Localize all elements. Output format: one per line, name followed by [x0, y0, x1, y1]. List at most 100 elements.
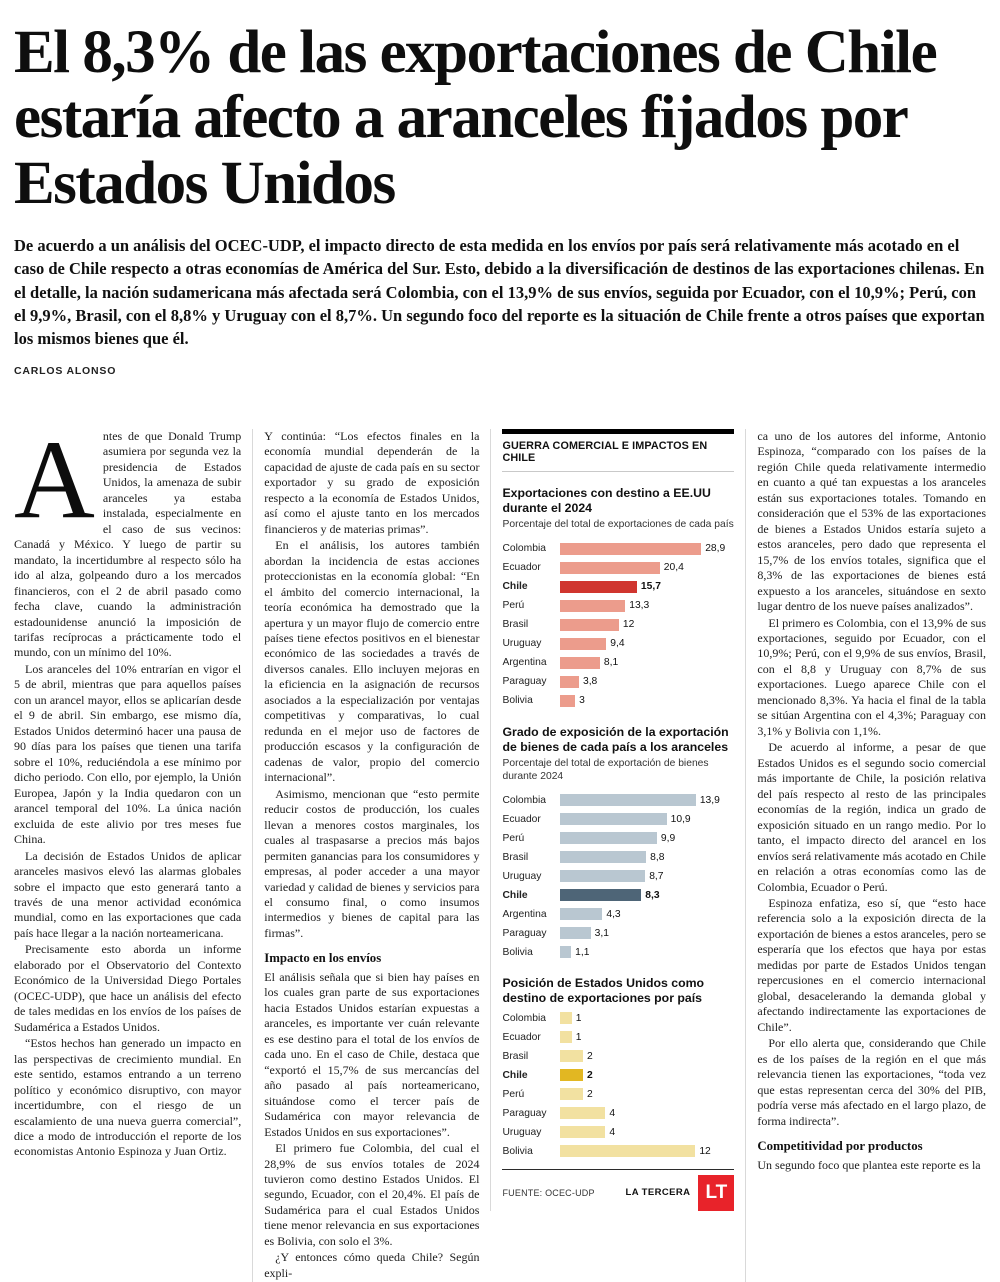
- bar-category-label: Chile: [502, 1069, 528, 1081]
- bar-value: 10,9: [670, 813, 691, 825]
- bar-row: Paraguay 4: [502, 1104, 734, 1122]
- bar-value: 4: [609, 1107, 616, 1119]
- bar: [560, 813, 667, 826]
- bar-track: 12: [560, 1145, 734, 1158]
- bar-value: 8,3: [645, 889, 660, 901]
- bar: [560, 1126, 606, 1139]
- source-label: FUENTE: OCEC-UDP: [502, 1187, 595, 1198]
- bar-value: 3,1: [594, 927, 609, 939]
- bar: [560, 542, 702, 555]
- chart-subtitle: Porcentaje del total de exportaciones de…: [502, 518, 734, 530]
- bar-category-label: Bolivia: [502, 695, 533, 707]
- bar-category-label: Paraguay: [502, 676, 547, 688]
- bar-value: 2: [586, 1088, 593, 1100]
- bar-track: 4: [560, 1126, 734, 1139]
- bar: [560, 908, 603, 921]
- bar-value: 1: [575, 1012, 582, 1024]
- brand-label: LA TERCERA: [625, 1187, 691, 1199]
- bar-category-label: Colombia: [502, 794, 546, 806]
- bar-category-label: Paraguay: [502, 1107, 547, 1119]
- bar-track: 4: [560, 1107, 734, 1120]
- chart-us-destination-rank: Posición de Estados Unidos como destino …: [502, 976, 734, 1161]
- chart-title: Posición de Estados Unidos como destino …: [502, 976, 705, 1006]
- bar: [560, 1012, 572, 1025]
- article-column-3: ca uno de los autores del informe, Anton…: [745, 428, 986, 1282]
- paragraph: “Estos hechos han generado un impacto en…: [14, 1036, 242, 1159]
- bar-row: Bolivia 3: [502, 692, 734, 710]
- bar-track: 8,1: [560, 656, 734, 669]
- infographic-kicker: GUERRA COMERCIAL E IMPACTOS EN CHILE: [502, 428, 735, 472]
- bar: [560, 870, 646, 883]
- bar-track: 20,4: [560, 561, 734, 574]
- bar-category-label: Colombia: [502, 1012, 546, 1024]
- bar-row: Perú 13,3: [502, 597, 734, 615]
- bar-row: Argentina 8,1: [502, 654, 734, 672]
- bar-category-label: Perú: [502, 600, 525, 612]
- bar-value: 8,1: [603, 657, 619, 669]
- bar-category-label: Ecuador: [502, 1031, 541, 1043]
- bar: [560, 1107, 606, 1120]
- bar-value: 15,7: [640, 581, 661, 593]
- bar-row: Brasil 12: [502, 616, 734, 634]
- bar-track: 1: [560, 1012, 734, 1025]
- bar-track: 13,9: [560, 794, 734, 807]
- bar-track: 1,1: [560, 946, 734, 959]
- bar: [560, 637, 607, 650]
- bar-value: 1,1: [575, 946, 590, 958]
- bar-track: 9,4: [560, 637, 734, 650]
- bar: [560, 927, 591, 940]
- page-title: El 8,3% de las exportaciones de Chile es…: [14, 19, 938, 217]
- bar: [560, 832, 657, 845]
- bar-category-label: Argentina: [502, 908, 547, 920]
- bar-row: Ecuador 1: [502, 1028, 734, 1046]
- bar-category-label: Ecuador: [502, 562, 541, 574]
- paragraph: De acuerdo al informe, a pesar de que Es…: [757, 740, 986, 894]
- bar-row: Colombia 13,9: [502, 791, 734, 809]
- bar-category-label: Ecuador: [502, 813, 541, 825]
- paragraph: Un segundo foco que plantea este reporte…: [757, 1157, 981, 1172]
- paragraph: El primero fue Colombia, del cual el 28,…: [264, 1141, 480, 1248]
- chart-title: Grado de exposición de la exportación de…: [502, 724, 729, 754]
- bar-row: Ecuador 10,9: [502, 810, 734, 828]
- bar-category-label: Uruguay: [502, 870, 542, 882]
- bar-category-label: Perú: [502, 1088, 525, 1100]
- bar-row: Uruguay 8,7: [502, 867, 734, 885]
- la-tercera-logo: LT: [698, 1174, 735, 1211]
- bar-row: Perú 2: [502, 1085, 734, 1103]
- bar-row: Paraguay 3,8: [502, 673, 734, 691]
- newspaper-page: El 8,3% de las exportaciones de Chile es…: [14, 19, 986, 1282]
- section-subhead: Impacto en los envíos: [264, 951, 382, 966]
- paragraph: La decisión de Estados Unidos de aplicar…: [14, 848, 242, 940]
- bar-row: Argentina 4,3: [502, 905, 734, 923]
- bar-track: 3: [560, 694, 734, 707]
- bar: [560, 656, 600, 669]
- bar-row: Colombia 28,9: [502, 540, 734, 558]
- bar-track: 8,7: [560, 870, 734, 883]
- paragraph: Por ello alerta que, considerando que Ch…: [757, 1036, 986, 1128]
- bar-row: Uruguay 4: [502, 1123, 734, 1141]
- bar-track: 13,3: [560, 599, 734, 612]
- bar-value: 12: [699, 1145, 711, 1157]
- byline: CARLOS ALONSO: [14, 364, 117, 377]
- bar-track: 2: [560, 1050, 734, 1063]
- bar: [560, 675, 579, 688]
- bar-value: 28,9: [705, 543, 726, 555]
- bar-track: 2: [560, 1069, 734, 1082]
- bar: [560, 1050, 583, 1063]
- bar-track: 15,7: [560, 580, 734, 593]
- bar: [560, 694, 576, 707]
- paragraph: Espinoza enfatiza, eso sí, que “esto hac…: [757, 895, 986, 1034]
- bar-row: Perú 9,9: [502, 829, 734, 847]
- bar: [560, 794, 696, 807]
- bar-row: Chile 2: [502, 1066, 734, 1084]
- bar-value: 1: [575, 1031, 582, 1043]
- bar-chart: Colombia 28,9 Ecuador 20,4 Chile 15,7 Perú 13,3…: [502, 540, 734, 710]
- bar-track: 8,8: [560, 851, 734, 864]
- bar-row: Chile 8,3: [502, 886, 734, 904]
- bar-row: Brasil 8,8: [502, 848, 734, 866]
- bar-category-label: Brasil: [502, 1050, 529, 1062]
- bar-row: Paraguay 3,1: [502, 924, 734, 942]
- bar-row: Chile 15,7: [502, 578, 734, 596]
- paragraph: ¿Y entonces cómo queda Chile? Según expl…: [264, 1250, 480, 1280]
